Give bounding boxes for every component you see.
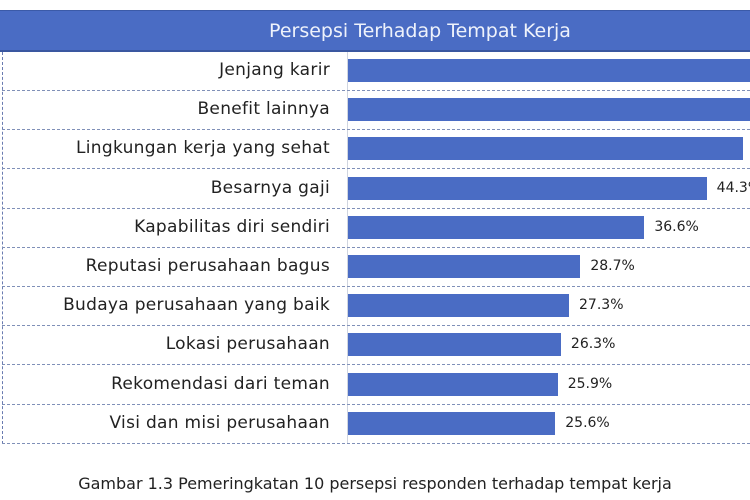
chart-row: Benefit lainnya [2, 91, 750, 131]
bar [348, 255, 581, 278]
bar [348, 333, 561, 357]
value-label: 28.7% [590, 258, 635, 274]
bar [348, 59, 750, 82]
figure-caption: Gambar 1.3 Pemeringkatan 10 persepsi res… [78, 474, 672, 493]
bar [348, 176, 707, 200]
category-label: Jenjang karir [219, 60, 330, 80]
category-label: Benefit lainnya [197, 99, 330, 120]
value-label: 26.3% [570, 336, 616, 353]
chart-row: Budaya perusahaan yang baik 27.3% [2, 287, 750, 327]
value-label: 25.9% [567, 375, 613, 392]
row-separator [2, 403, 750, 405]
bar-chart: Persepsi Terhadap Tempat Kerja Jenjang k… [0, 10, 750, 444]
axis-line [347, 52, 348, 444]
left-border [2, 52, 3, 444]
category-label: Reputasi perusahaan bagus [85, 256, 330, 276]
bar [348, 411, 556, 435]
value-label: 25.6% [565, 414, 610, 431]
chart-row: Lokasi perusahaan 26.3% [2, 326, 750, 366]
row-separator [2, 90, 750, 91]
chart-row: Lingkungan kerja yang sehat [2, 130, 750, 170]
chart-row: Visi dan misi perusahaan 25.6% [2, 405, 750, 444]
chart-header: Persepsi Terhadap Tempat Kerja [0, 10, 750, 52]
row-separator [2, 364, 750, 366]
bar [348, 215, 645, 239]
row-separator [2, 286, 750, 287]
bar [348, 98, 750, 122]
value-label: 36.6% [654, 218, 699, 235]
category-label: Kapabilitas diri sendiri [134, 216, 330, 237]
category-label: Lingkungan kerja yang sehat [76, 138, 330, 159]
row-separator [2, 168, 750, 170]
bar [348, 294, 570, 318]
chart-row: Reputasi perusahaan bagus 28.7% [2, 248, 750, 287]
category-label: Rekomendasi dari teman [111, 373, 330, 394]
chart-row: Rekomendasi dari teman 25.9% [2, 366, 750, 405]
value-label: 44.3% [716, 179, 750, 196]
row-separator [2, 129, 750, 131]
row-separator [2, 325, 750, 327]
chart-title: Persepsi Terhadap Tempat Kerja [269, 20, 571, 42]
row-separator [2, 442, 750, 444]
chart-row: Kapabilitas diri sendiri 36.6% [2, 209, 750, 248]
category-label: Budaya perusahaan yang baik [63, 295, 330, 316]
category-label: Lokasi perusahaan [165, 334, 330, 355]
row-separator [2, 207, 750, 209]
bar [348, 137, 744, 161]
category-label: Besarnya gaji [210, 177, 330, 198]
chart-row: Jenjang karir [2, 52, 750, 91]
row-separator [2, 246, 750, 248]
chart-row: Besarnya gaji 44.3% [2, 170, 750, 209]
bar [348, 372, 558, 396]
value-label: 27.3% [579, 297, 624, 314]
category-label: Visi dan misi perusahaan [109, 412, 330, 433]
